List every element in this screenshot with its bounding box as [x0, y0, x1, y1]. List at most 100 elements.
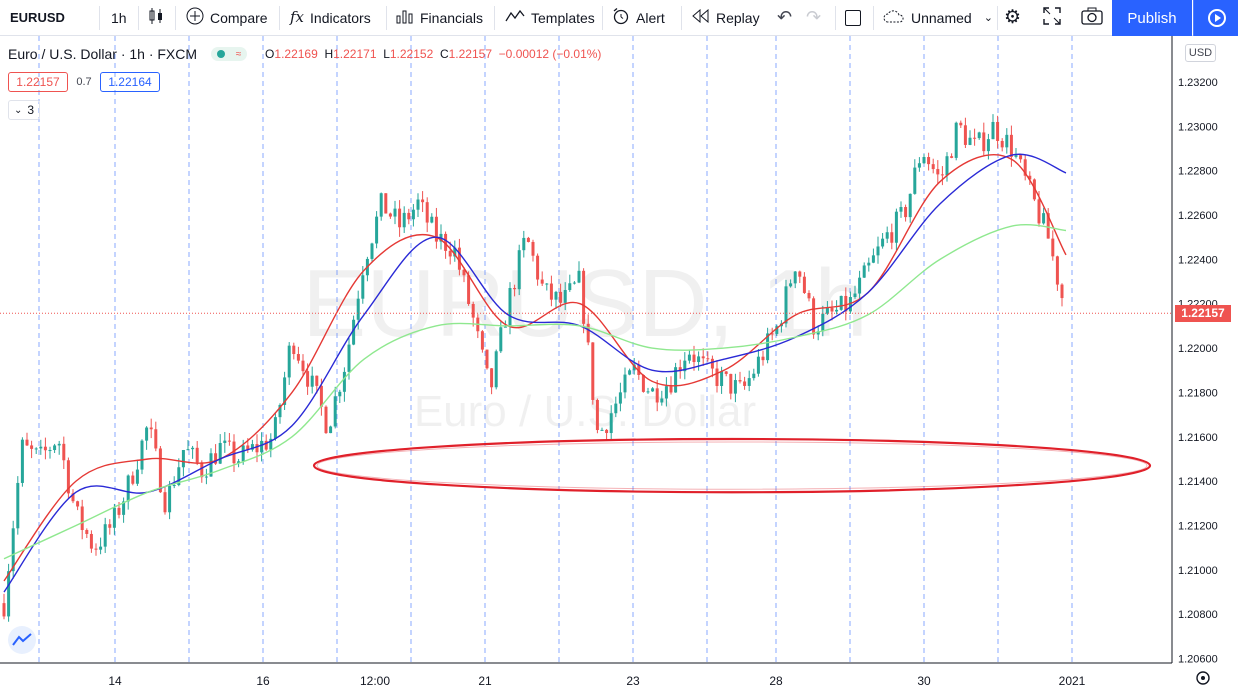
buy-price-button[interactable]: 1.22164 — [100, 72, 160, 92]
candle-body — [172, 485, 176, 487]
candle-body — [499, 327, 503, 352]
session-grid — [38, 36, 1073, 663]
chevron-down-icon: ⌄ — [983, 12, 993, 24]
candle-body — [1046, 213, 1050, 239]
candle-body — [816, 331, 820, 335]
candle-body — [140, 440, 144, 470]
candle-body — [591, 342, 595, 400]
candle-body — [683, 360, 687, 372]
candle-body — [793, 271, 797, 284]
candle-body — [388, 213, 392, 217]
rewind-icon — [692, 8, 710, 26]
candle-body — [411, 209, 415, 220]
candle-body — [720, 371, 724, 386]
publish-button[interactable]: Publish — [1112, 0, 1192, 36]
compare-button[interactable]: Compare — [186, 0, 268, 35]
candle-body — [710, 358, 714, 369]
candle-body — [158, 448, 162, 493]
templates-label: Templates — [531, 9, 595, 26]
candle-body — [1042, 213, 1046, 224]
candle-body — [697, 356, 701, 363]
candle-body — [214, 453, 218, 464]
candle-body — [1009, 134, 1013, 157]
candle-body — [168, 485, 172, 513]
candle-body — [825, 307, 829, 314]
candle-body — [692, 354, 696, 363]
tv-logo[interactable] — [8, 626, 36, 654]
candle-body — [536, 255, 540, 280]
candle-body — [982, 132, 986, 152]
candle-body — [945, 156, 949, 176]
stream-button[interactable] — [1193, 0, 1238, 36]
time-axis[interactable]: 14 16 12:00 21 23 28 30 2021 — [0, 662, 1172, 688]
financials-button[interactable]: Financials — [396, 0, 483, 35]
price-tick-label: 1.21600 — [1178, 432, 1218, 444]
fullscreen-layout-button[interactable] — [845, 0, 861, 35]
sell-price-button[interactable]: 1.22157 — [8, 72, 68, 92]
candle-body — [209, 453, 213, 477]
templates-icon — [505, 9, 525, 26]
redo-button[interactable]: ↷ — [806, 0, 821, 35]
candle-body — [416, 199, 420, 210]
candle-body — [973, 137, 977, 139]
candle-body — [738, 380, 742, 382]
moving-average-red — [3, 154, 1067, 582]
time-tick-label: 28 — [769, 674, 783, 688]
interval-button[interactable]: 1h — [111, 0, 127, 35]
chart-type-button[interactable] — [148, 0, 170, 35]
candle-body — [333, 396, 337, 427]
layout-menu-button[interactable]: Unnamed ⌄ — [883, 0, 993, 35]
currency-button[interactable]: USD — [1185, 44, 1216, 62]
ellipse-shape[interactable] — [312, 437, 1152, 494]
candle-body — [57, 443, 61, 446]
candle-body — [798, 271, 802, 277]
alert-label: Alert — [636, 9, 665, 26]
candle-body — [789, 283, 793, 287]
time-tick-label: 2021 — [1059, 674, 1086, 688]
candle-body — [1023, 159, 1027, 176]
candle-body — [927, 157, 931, 165]
candle-body — [292, 345, 296, 355]
gear-icon: ⚙ — [1004, 7, 1022, 28]
candle-body — [177, 467, 181, 486]
candle-body — [881, 238, 885, 247]
time-settings-button[interactable] — [1196, 671, 1210, 685]
candle-body — [844, 295, 848, 312]
candle-body — [802, 276, 806, 293]
settings-button[interactable]: ⚙ — [1004, 0, 1021, 35]
alert-button[interactable]: Alert — [612, 0, 665, 35]
symbol-search-button[interactable]: EURUSD — [10, 0, 65, 35]
candle-body — [572, 282, 576, 284]
candle-body — [1028, 175, 1032, 180]
indicators-toggle-button[interactable]: ⌄ 3 — [8, 100, 40, 120]
candle-body — [370, 243, 374, 259]
candle-body — [885, 232, 889, 239]
indicators-button[interactable]: fx Indicators — [290, 0, 371, 35]
candle-body — [940, 174, 944, 176]
time-tick-label: 14 — [108, 674, 122, 688]
candle-body — [80, 506, 84, 531]
market-status-badge[interactable]: ≈ — [211, 47, 248, 61]
low-value: 1.22152 — [389, 47, 434, 61]
chart-canvas[interactable]: EURUSD, 1h Euro / U.S. Dollar 1.232001.2… — [0, 36, 1238, 699]
ask-value: 1.22164 — [108, 75, 152, 89]
candle-body — [425, 202, 429, 223]
snapshot-button[interactable] — [1081, 0, 1103, 35]
high-label: H — [324, 47, 334, 61]
replay-button[interactable]: Replay — [692, 0, 760, 35]
square-icon — [845, 9, 861, 26]
alarm-clock-icon — [612, 7, 630, 28]
candle-body — [145, 427, 149, 441]
undo-button[interactable]: ↶ — [777, 0, 792, 35]
ellipse-annotation[interactable] — [312, 437, 1152, 494]
templates-button[interactable]: Templates — [505, 0, 595, 35]
candle-body — [421, 199, 425, 203]
candle-body — [871, 255, 875, 263]
redo-icon: ↷ — [806, 7, 822, 27]
candle-body — [761, 356, 765, 361]
candle-body — [223, 440, 227, 443]
price-axis[interactable]: 1.232001.230001.228001.226001.224001.222… — [1171, 36, 1218, 666]
fullscreen-button[interactable] — [1043, 0, 1061, 35]
close-value: 1.22157 — [448, 47, 492, 61]
top-toolbar: EURUSD 1h Compare fx Indicators Financial… — [0, 0, 1238, 36]
